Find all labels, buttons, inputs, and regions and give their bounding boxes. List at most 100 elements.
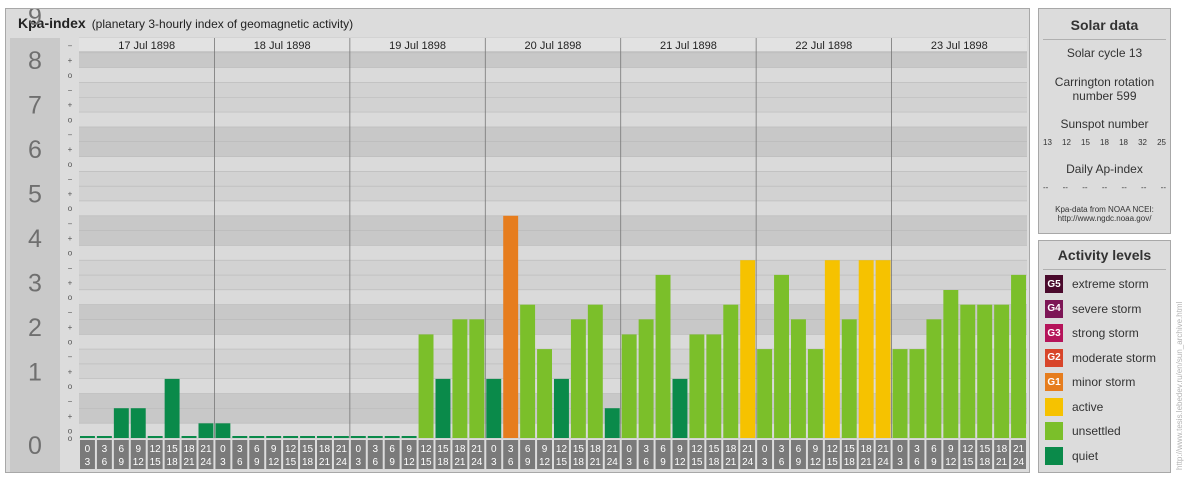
sunspot-value: 32 <box>1138 138 1147 147</box>
interval-end-label: 24 <box>336 457 348 468</box>
time-label-box <box>774 440 789 469</box>
time-label-box <box>977 440 993 469</box>
interval-start-label: 12 <box>691 444 703 455</box>
kp-bar <box>198 423 214 438</box>
time-label-box <box>249 440 265 469</box>
time-label-box <box>80 440 95 469</box>
sunspot-value: 13 <box>1043 138 1052 147</box>
legend-swatch <box>1045 422 1063 440</box>
day-label: 17 Jul 1898 <box>118 40 175 52</box>
time-label-box <box>824 440 840 469</box>
interval-start-label: 9 <box>677 444 683 455</box>
interval-end-label: 3 <box>626 457 632 468</box>
legend-item: G1 minor storm <box>1045 372 1135 392</box>
time-label-box <box>841 440 857 469</box>
interval-end-label: 15 <box>285 457 297 468</box>
time-label-box <box>757 440 773 469</box>
legend-label: strong storm <box>1072 326 1139 340</box>
interval-start-label: 0 <box>897 444 903 455</box>
kp-bar <box>317 436 332 438</box>
time-label-box <box>333 440 349 469</box>
interval-end-label: 12 <box>404 457 416 468</box>
activity-levels-heading: Activity levels <box>1057 247 1152 263</box>
kp-bar <box>926 319 942 438</box>
kp-bar <box>249 436 265 438</box>
level-band-light <box>79 378 1027 394</box>
sunspot-value: 18 <box>1100 138 1109 147</box>
interval-start-label: 12 <box>962 444 974 455</box>
solar-data-panel: Solar data Solar cycle 13 Carrington rot… <box>1038 8 1171 234</box>
interval-start-label: 12 <box>285 444 297 455</box>
time-label-box <box>232 440 248 469</box>
kp-bar <box>537 349 552 438</box>
interval-end-label: 9 <box>254 457 260 468</box>
chart-subtitle: (planetary 3-hourly index of geomagnetic… <box>91 17 354 31</box>
time-label-box <box>283 440 299 469</box>
level-band-light <box>79 156 1027 172</box>
interval-start-label: 9 <box>135 444 141 455</box>
legend-item: G5 extreme storm <box>1045 274 1149 294</box>
kp-bar <box>875 260 891 438</box>
sub-tick-label: − <box>68 86 73 95</box>
time-label-box <box>807 440 823 469</box>
sub-tick-label: o <box>68 338 73 347</box>
ap-index-values: -- -- -- -- -- -- -- <box>1043 183 1166 192</box>
interval-start-label: 15 <box>979 444 991 455</box>
day-label: 23 Jul 1898 <box>931 40 988 52</box>
day-header-bg <box>620 38 757 51</box>
interval-start-label: 21 <box>1013 444 1025 455</box>
legend-item: G4 severe storm <box>1045 299 1141 319</box>
kp-bar <box>807 349 823 438</box>
interval-start-label: 3 <box>779 444 785 455</box>
interval-end-label: 18 <box>437 457 449 468</box>
time-label-box <box>554 440 569 469</box>
sunspot-value: 18 <box>1119 138 1128 147</box>
time-label-box <box>672 440 688 469</box>
time-label-box <box>266 440 282 469</box>
interval-start-label: 18 <box>454 444 466 455</box>
sub-tick-label: + <box>68 278 73 287</box>
interval-start-label: 0 <box>356 444 362 455</box>
kpa-bar-chart: 0123456789o+−o+−o+−o+−o+−o+−o+−o+−o+−o17… <box>10 9 1027 472</box>
sub-tick-label: − <box>68 264 73 273</box>
kp-bar <box>587 304 603 438</box>
interval-start-label: 6 <box>660 444 666 455</box>
interval-end-label: 12 <box>674 457 686 468</box>
kp-bar <box>909 349 925 438</box>
sub-tick-label: o <box>68 249 73 258</box>
interval-end-label: 18 <box>708 457 720 468</box>
interval-end-label: 12 <box>945 457 957 468</box>
kp-bar <box>977 304 993 438</box>
legend-item: quiet <box>1045 446 1098 466</box>
sub-tick-label: o <box>68 434 73 443</box>
time-label-box <box>198 440 214 469</box>
time-label-box <box>300 440 315 469</box>
interval-start-label: 15 <box>437 444 449 455</box>
time-label-box <box>537 440 552 469</box>
kp-bar <box>486 378 502 438</box>
interval-end-label: 18 <box>302 457 314 468</box>
legend-label: unsettled <box>1072 424 1121 438</box>
y-tick-label: 6 <box>28 136 42 164</box>
legend-label: severe storm <box>1072 301 1142 316</box>
sunspot-value: 12 <box>1062 138 1071 147</box>
interval-end-label: 9 <box>660 457 666 468</box>
legend-swatch <box>1045 397 1063 416</box>
interval-start-label: 0 <box>626 444 632 455</box>
sub-tick-label: + <box>68 234 73 243</box>
kp-bar <box>994 304 1010 438</box>
interval-end-label: 3 <box>356 457 362 468</box>
source-link[interactable]: http://www.ngdc.noaa.gov/ <box>1057 214 1152 223</box>
legend-swatch: G5 <box>1045 275 1063 293</box>
source-line-1: Kpa-data from NOAA NCEI: <box>1055 205 1154 214</box>
solar-data-heading: Solar data <box>1070 17 1139 33</box>
kpa-chart-panel: Kpa-index (planetary 3-hourly index of ge… <box>5 8 1030 473</box>
sunspot-value: 15 <box>1081 138 1090 147</box>
interval-end-label: 24 <box>471 457 483 468</box>
ap-index-value: -- <box>1082 183 1088 192</box>
interval-start-label: 9 <box>542 444 548 455</box>
legend-label: extreme storm <box>1072 277 1149 291</box>
kp-bar <box>858 260 874 438</box>
sub-tick-label: − <box>68 308 73 317</box>
ap-index-value: -- <box>1043 183 1049 192</box>
